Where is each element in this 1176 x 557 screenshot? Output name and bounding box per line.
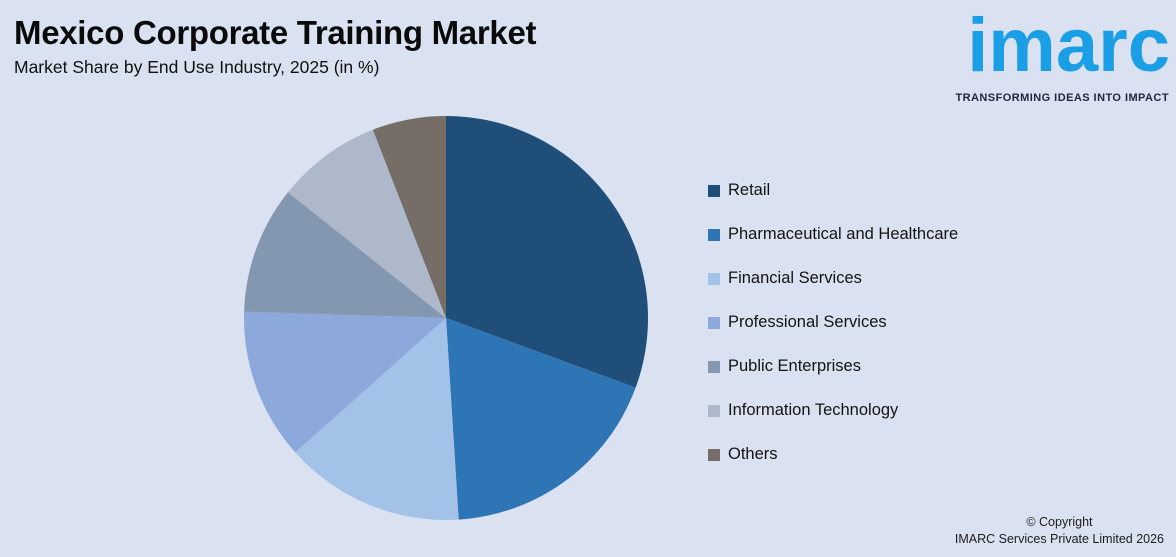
legend-swatch [708, 316, 720, 329]
legend-label: Financial Services [728, 269, 862, 287]
legend-item-professional-services: Professional Services [708, 313, 958, 331]
pie-slice-financial-services [295, 318, 459, 520]
legend-label: Pharmaceutical and Healthcare [728, 225, 959, 243]
pie-slice-professional-services [244, 311, 446, 453]
legend-swatch [708, 448, 720, 461]
legend: Retail Pharmaceutical and Healthcare Fin… [708, 181, 959, 490]
legend-item-financial-services: Financial Services [708, 269, 958, 287]
legend-item-pharmaceutical-and-healthcare: Pharmaceutical and Healthcare [708, 225, 959, 243]
legend-label: Others [728, 445, 778, 463]
pie-chart-svg [244, 116, 648, 520]
copyright-line2: IMARC Services Private Limited 2026 [954, 532, 1164, 546]
legend-label: Professional Services [728, 313, 887, 331]
legend-item-public-enterprises: Public Enterprises [708, 357, 958, 375]
copyright: © Copyright IMARC Services Private Limit… [955, 514, 1164, 548]
imarc-logo-text: imarc [967, 3, 1170, 88]
pie-slice-retail [446, 116, 648, 388]
pie-slice-public-enterprises [244, 192, 446, 318]
legend-label: Public Enterprises [728, 357, 861, 375]
copyright-line1: © Copyright [1026, 515, 1093, 529]
legend-swatch [708, 404, 720, 417]
legend-item-retail: Retail [708, 181, 958, 199]
imarc-logo-tagline: TRANSFORMING IDEAS INTO IMPACT [955, 92, 1169, 104]
legend-label: Retail [728, 181, 771, 199]
legend-swatch [708, 228, 720, 241]
page-subtitle: Market Share by End Use Industry, 2025 (… [14, 57, 380, 77]
imarc-logo: imarc TRANSFORMING IDEAS INTO IMPACT [955, 2, 1170, 104]
legend-swatch [708, 360, 720, 373]
header: Mexico Corporate Training Market Market … [14, 14, 536, 77]
pie-slice-information-technology [287, 129, 446, 318]
legend-swatch [708, 272, 720, 285]
legend-item-others: Others [708, 445, 958, 463]
page-title: Mexico Corporate Training Market [14, 14, 537, 51]
pie-slice-pharmaceutical-and-healthcare [446, 318, 636, 520]
legend-swatch [708, 184, 720, 197]
legend-item-information-technology: Information Technology [708, 401, 958, 419]
pie-chart [244, 116, 648, 520]
legend-label: Information Technology [728, 401, 899, 419]
pie-slice-others [372, 116, 446, 318]
